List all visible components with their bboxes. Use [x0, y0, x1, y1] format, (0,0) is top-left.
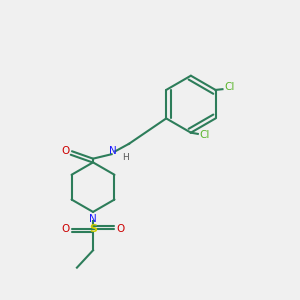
Text: S: S — [89, 224, 97, 234]
Text: N: N — [109, 146, 117, 156]
Text: Cl: Cl — [224, 82, 234, 92]
Text: O: O — [62, 224, 70, 234]
Text: Cl: Cl — [199, 130, 210, 140]
Text: O: O — [62, 146, 70, 156]
Text: H: H — [122, 153, 129, 162]
Text: N: N — [89, 214, 97, 224]
Text: O: O — [116, 224, 124, 234]
